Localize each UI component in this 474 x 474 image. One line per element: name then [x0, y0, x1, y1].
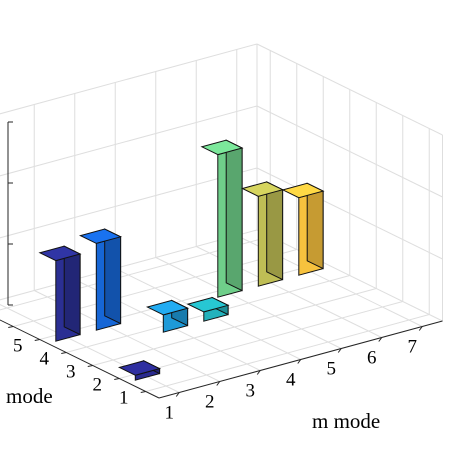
y-tick	[114, 378, 120, 380]
grid-line	[92, 288, 377, 366]
y-tick	[34, 339, 40, 341]
x-tick-label: 2	[205, 392, 215, 413]
bar-top-face	[186, 296, 230, 313]
bar-top-face	[200, 139, 244, 156]
bar-m6-n5	[240, 181, 285, 287]
y-tick-label: 4	[40, 349, 50, 370]
x-tick-labels: 1 2 3 4 5 6 7	[165, 337, 418, 424]
y-tick-label: 1	[119, 388, 129, 409]
back-walls	[0, 43, 443, 322]
x-tick	[378, 337, 383, 342]
bar-m1-n5	[38, 245, 82, 342]
x-tick	[297, 359, 302, 364]
y-tick	[87, 365, 93, 367]
y-tick	[61, 352, 67, 354]
bar-top-face	[78, 228, 123, 244]
x-tick	[418, 326, 423, 331]
x-tick	[256, 370, 261, 375]
x-tick-label: 4	[286, 370, 296, 391]
bar-m2-n5	[78, 228, 123, 331]
grid-line	[145, 314, 430, 392]
y-tick	[140, 391, 146, 393]
bar-m4-n4	[186, 296, 230, 322]
bar-side-face	[63, 245, 81, 336]
y-axis-title: mode	[6, 384, 53, 408]
y-tick	[8, 326, 14, 328]
bars	[38, 139, 325, 381]
bar-m1-n2	[117, 360, 162, 381]
bar-m7-n5	[281, 182, 325, 276]
bar-top-face	[38, 245, 82, 262]
bar-top-face	[240, 181, 285, 197]
grid-line	[0, 304, 180, 393]
x-tick-label: 6	[367, 348, 377, 369]
x-tick-label: 3	[246, 381, 256, 402]
y-tick-label: 3	[66, 362, 76, 383]
x-tick-label: 5	[327, 359, 337, 380]
bar-top-face	[145, 299, 190, 316]
bar-side-face	[104, 228, 122, 325]
bar-top-face	[117, 360, 162, 376]
y-tick-label: 5	[13, 336, 23, 357]
grid-line	[119, 301, 403, 379]
bar-side-face	[306, 182, 324, 270]
y-tick-label: 2	[93, 375, 103, 396]
bar-m3-n4	[145, 299, 190, 333]
x-tick-label: 1	[165, 403, 175, 424]
bar-side-face	[225, 139, 243, 292]
axis-lines	[0, 121, 443, 399]
x-tick	[216, 381, 221, 386]
x-tick	[175, 392, 180, 397]
grid-line	[0, 43, 258, 115]
bar-top-face	[281, 182, 325, 199]
x-tick	[337, 348, 342, 353]
x-tick-label: 7	[408, 337, 418, 358]
bar-m5-n5	[200, 139, 244, 298]
x-axis-title: m mode	[312, 409, 380, 433]
bar-side-face	[266, 181, 284, 281]
